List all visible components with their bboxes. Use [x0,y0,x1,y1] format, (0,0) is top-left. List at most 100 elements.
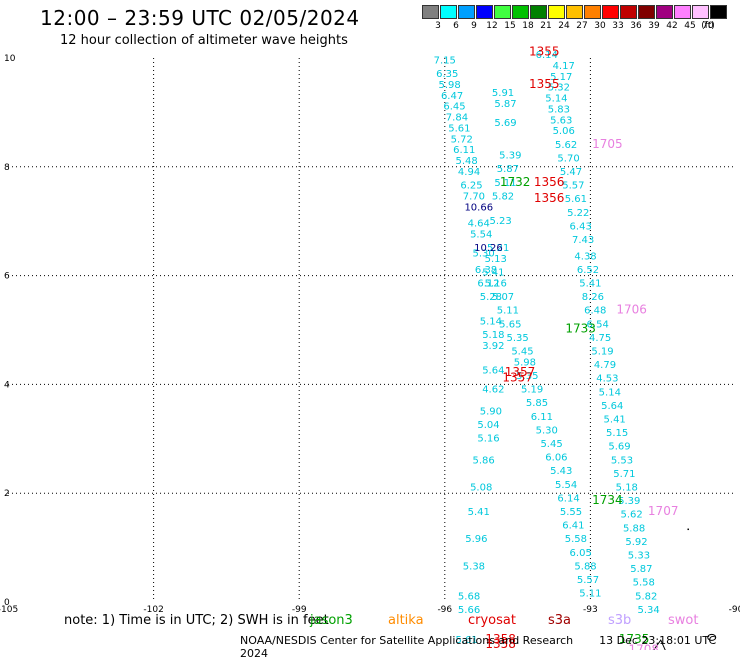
wave-height-label: 5.39 [499,151,521,162]
scale-label: 6 [453,21,459,31]
land-outlines [653,528,717,650]
wave-height-label: 5.88 [623,523,645,534]
wave-height-label: 7.43 [572,235,594,246]
wave-height-label: 6.35 [436,69,458,80]
wave-height-label: 5.48 [456,156,478,167]
wave-height-label: 5.19 [591,346,613,357]
wave-height-label: 5.04 [477,420,499,431]
wave-height-label: 1357 [502,371,533,385]
satellite-legend-item: swot [668,613,699,628]
scale-label: 15 [504,21,516,31]
scale-label: 24 [558,21,570,31]
wave-height-label: 5.90 [480,406,502,417]
wave-height-label: 5.66 [458,605,480,616]
wave-height-label: 5.68 [458,591,480,602]
scale-label: 27 [576,21,588,31]
scale-swatch [602,5,619,19]
scale-swatch [710,5,727,19]
wave-height-label: 6.48 [584,306,606,317]
wave-height-label: 5.87 [497,164,519,175]
wave-height-label: 5.15 [606,428,628,439]
wave-height-label: 5.41 [579,278,601,289]
wave-height-label: 1733 [565,322,596,336]
lon-label: -93 [583,605,598,615]
wave-height-label: 4.79 [594,360,616,371]
wave-height-label: 4.75 [589,333,611,344]
wave-height-label: 6.14 [557,493,579,504]
lat-label: 10 [4,54,16,64]
lat-label: 6 [4,272,10,282]
wave-height-label: 5.96 [465,534,487,545]
wave-height-label: 6.14 [536,50,558,61]
lon-label: -99 [292,605,307,615]
scale-label: 36 [630,21,642,31]
wave-height-label: 5.32 [548,83,570,94]
page-title: 12:00 – 23:59 UTC 02/05/2024 [40,6,360,30]
wave-height-label: 5.53 [611,455,633,466]
wave-height-label: 5.47 [560,167,582,178]
scale-swatch [422,5,439,19]
wave-height-label: 5.83 [548,104,570,115]
wave-height-label: 5.91 [492,88,514,99]
wave-height-label: 5.54 [555,480,577,491]
satellite-legend-item: jason3 [310,613,353,628]
wave-height-label: 4.64 [468,219,490,230]
wave-height-label: 5.41 [468,507,490,518]
wave-height-label: 5.70 [557,153,579,164]
wave-height-label: 5.69 [494,118,516,129]
wave-height-label: 5.14 [599,387,621,398]
wave-height-label: 5.98 [439,80,461,91]
scale-label: 3 [435,21,441,31]
wave-height-label: 5.64 [482,366,504,377]
wave-height-label: 5.18 [482,330,504,341]
wave-height-label: 4.17 [553,61,575,72]
wave-height-label: 5.35 [516,371,538,382]
lon-label: -105 [0,605,18,615]
wave-height-label: 6.05 [570,548,592,559]
wave-height-label: 6.06 [545,453,567,464]
wave-height-label: 5.11 [579,589,601,600]
scale-swatch [584,5,601,19]
page-subtitle: 12 hour collection of altimeter wave hei… [60,33,348,48]
scale-swatch [458,5,475,19]
wave-height-label: 5.58 [633,578,655,589]
scale-label: 33 [612,21,624,31]
scale-label: 39 [648,21,660,31]
wave-height-label: 5.92 [625,537,647,548]
wave-height-label: 5.18 [616,482,638,493]
wave-height-label: 5.57 [577,575,599,586]
lon-label: -102 [143,605,163,615]
island-outline [707,633,717,641]
wave-height-label: 5.11 [494,178,516,189]
wave-height-label: 5.16 [485,278,507,289]
wave-height-label: 5.17 [550,72,572,83]
scale-label: 18 [522,21,534,31]
wave-height-label: 5.54 [470,230,492,241]
lat-label: 2 [4,489,10,499]
wave-height-label: 5.87 [494,99,516,110]
wave-height-label: 1356 [534,191,565,205]
wave-height-label: 5.33 [628,550,650,561]
satellite-legend-item: s3b [608,613,632,628]
wave-height-label: 8.26 [582,292,604,303]
scale-swatch [476,5,493,19]
wave-height-label: 5.07 [492,292,514,303]
wave-height-label: 5.41 [604,414,626,425]
wave-height-label: 5.71 [613,469,635,480]
wave-height-label: 10.66 [464,202,493,213]
scale-label: 42 [666,21,678,31]
wave-height-label: 6.11 [531,412,553,423]
wave-height-label: 6.25 [460,181,482,192]
wave-height-label: 1355 [529,44,560,58]
wave-height-label: 5.61 [565,194,587,205]
satellite-legend-item: cryosat [468,613,516,628]
wave-height-label: 5.43 [550,466,572,477]
wave-height-label: 5.34 [638,605,660,616]
scale-swatch [512,5,529,19]
wave-height-label: 5.45 [540,439,562,450]
wave-height-label: 5.41 [482,268,504,279]
scale-label: 12 [486,21,498,31]
wave-height-label: 5.63 [550,115,572,126]
wave-height-label: 5.58 [565,534,587,545]
